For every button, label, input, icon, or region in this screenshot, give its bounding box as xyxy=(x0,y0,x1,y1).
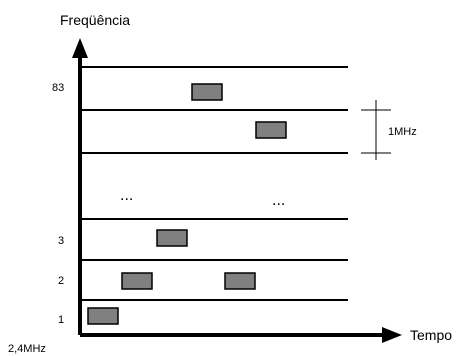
channel-label: 2 xyxy=(58,275,64,287)
x-axis-title: Tempo xyxy=(410,327,452,343)
hop-block xyxy=(224,272,256,290)
hop-block xyxy=(156,229,188,247)
hop-block xyxy=(87,307,119,325)
hop-block xyxy=(191,83,223,101)
ellipsis: ... xyxy=(120,187,133,204)
channel-label: 1 xyxy=(58,314,64,326)
spacing-label: 1MHz xyxy=(388,126,417,138)
channel-label: 83 xyxy=(52,82,64,94)
hop-block xyxy=(121,272,153,290)
x-axis-arrowhead xyxy=(382,327,402,343)
y-axis-title: Freqüência xyxy=(60,12,130,28)
y-axis-arrowhead xyxy=(72,38,88,58)
ellipsis: ... xyxy=(272,192,285,209)
hop-block xyxy=(255,121,287,139)
origin-label: 2,4MHz xyxy=(8,343,46,355)
channel-label: 3 xyxy=(58,235,64,247)
